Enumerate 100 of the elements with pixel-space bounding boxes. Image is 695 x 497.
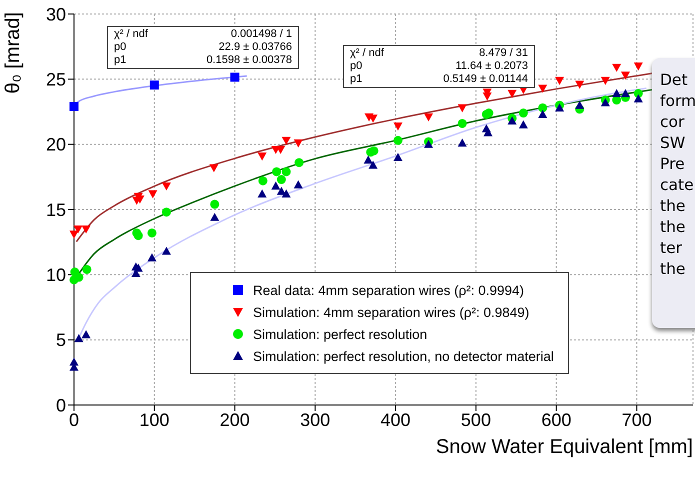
point bbox=[74, 334, 84, 342]
y-tick-label: 30 bbox=[46, 4, 66, 24]
point bbox=[458, 118, 467, 128]
point bbox=[70, 102, 78, 112]
point bbox=[482, 92, 492, 101]
point bbox=[82, 330, 91, 338]
point bbox=[230, 72, 240, 82]
x-tick-label: 700 bbox=[622, 410, 652, 430]
point bbox=[612, 64, 622, 72]
point bbox=[634, 62, 643, 71]
point bbox=[575, 80, 584, 89]
annotation: p0 bbox=[350, 60, 364, 73]
annotation: the bbox=[660, 259, 686, 280]
legend-label: Simulation: perfect resolution bbox=[253, 326, 428, 342]
annotation: p1 bbox=[350, 73, 364, 86]
point bbox=[364, 155, 373, 164]
annotation: cate bbox=[660, 175, 695, 196]
y-tick-label: 25 bbox=[46, 70, 66, 90]
point bbox=[538, 103, 548, 112]
x-tick-label: 0 bbox=[68, 410, 80, 430]
point bbox=[162, 246, 171, 255]
point bbox=[600, 76, 610, 85]
annotation: 22.9 ± 0.03766 bbox=[218, 41, 292, 54]
point bbox=[393, 122, 402, 131]
point bbox=[150, 80, 159, 90]
annotation: χ² / ndf bbox=[114, 28, 149, 41]
point bbox=[508, 116, 517, 124]
point bbox=[393, 152, 402, 161]
point bbox=[458, 104, 467, 112]
point bbox=[620, 89, 630, 98]
x-tick-label: 100 bbox=[139, 410, 170, 430]
point bbox=[271, 182, 280, 190]
annotation: form bbox=[660, 91, 695, 112]
annotation: 0.1598 ± 0.00378 bbox=[205, 54, 292, 67]
point bbox=[612, 89, 622, 98]
point bbox=[210, 212, 220, 221]
annotation: 0.001498 / 1 bbox=[230, 28, 292, 41]
x-tick-label: 600 bbox=[541, 410, 572, 430]
point bbox=[258, 152, 267, 161]
point bbox=[70, 230, 78, 239]
line-series bbox=[76, 72, 654, 242]
point bbox=[135, 195, 144, 204]
legend-label: Simulation: perfect resolution, no detector material bbox=[253, 348, 554, 364]
y-tick-label: 10 bbox=[46, 265, 66, 286]
point bbox=[210, 200, 220, 209]
x-axis-title: Snow Water Equivalent [mm] bbox=[436, 436, 693, 459]
point bbox=[282, 189, 291, 198]
point bbox=[555, 103, 564, 112]
annotation: p0 bbox=[114, 41, 128, 54]
y-tick-label: 20 bbox=[46, 134, 66, 155]
point bbox=[369, 146, 378, 156]
point bbox=[162, 182, 171, 191]
point bbox=[555, 76, 564, 85]
y-tick-label: 5 bbox=[56, 330, 66, 350]
y-tick-label: 15 bbox=[46, 200, 66, 220]
point bbox=[134, 231, 143, 240]
annotation: 8.479 / 31 bbox=[478, 47, 528, 60]
y-tick-label: 0 bbox=[56, 395, 66, 416]
point bbox=[209, 164, 218, 172]
annotation: the bbox=[660, 217, 686, 238]
annotation: χ² / ndf bbox=[350, 47, 385, 60]
point bbox=[538, 84, 548, 93]
annotation: p1 bbox=[114, 54, 128, 67]
point bbox=[424, 140, 434, 148]
point bbox=[538, 110, 548, 118]
point bbox=[508, 90, 517, 98]
point bbox=[74, 225, 83, 234]
point bbox=[276, 175, 286, 184]
point bbox=[575, 100, 584, 109]
point bbox=[620, 72, 630, 80]
point bbox=[294, 139, 303, 148]
annotation: 11.64 ± 0.2073 bbox=[454, 60, 528, 73]
point bbox=[134, 264, 143, 272]
point bbox=[600, 98, 610, 106]
point bbox=[147, 228, 156, 238]
point bbox=[258, 189, 267, 198]
point bbox=[518, 108, 528, 118]
point bbox=[272, 167, 282, 176]
point bbox=[258, 176, 268, 186]
annotation: the bbox=[660, 196, 686, 217]
point bbox=[148, 190, 158, 198]
annotation: Pre bbox=[660, 154, 686, 175]
point bbox=[518, 120, 528, 128]
point bbox=[82, 264, 92, 274]
x-tick-label: 200 bbox=[220, 410, 250, 430]
x-tick-label: 500 bbox=[460, 410, 491, 430]
point bbox=[484, 108, 494, 118]
point bbox=[393, 136, 402, 145]
point bbox=[294, 158, 304, 168]
point bbox=[147, 253, 156, 262]
x-tick-label: 400 bbox=[380, 410, 411, 430]
x-tick-label: 300 bbox=[300, 410, 330, 430]
annotation: 0.5149 ± 0.01144 bbox=[442, 73, 528, 86]
point bbox=[162, 208, 171, 217]
annotation: SW bbox=[660, 133, 686, 154]
point bbox=[368, 160, 378, 169]
y-axis-title: θ₀ [mrad] bbox=[2, 12, 25, 94]
point bbox=[424, 113, 434, 122]
point bbox=[82, 225, 91, 234]
point bbox=[294, 180, 303, 188]
